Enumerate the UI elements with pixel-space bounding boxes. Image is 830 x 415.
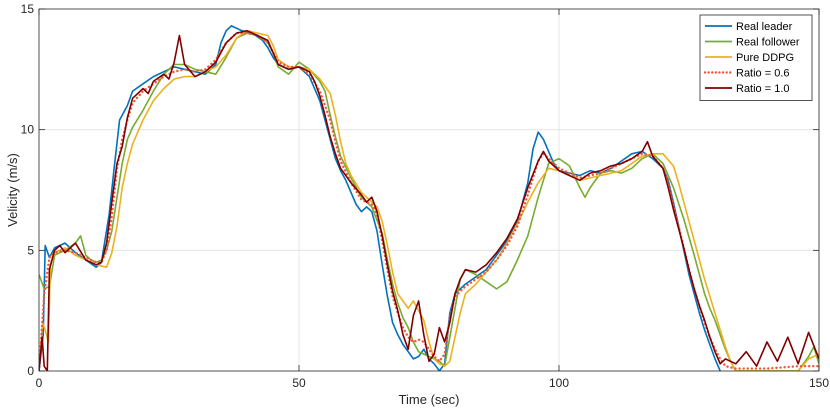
legend-entry-label: Pure DDPG	[736, 52, 794, 64]
y-tick-label: 15	[21, 2, 35, 16]
series-line-5	[39, 29, 819, 371]
legend-entry-label: Real follower	[736, 37, 800, 49]
legend: Real leader Real follower Pure DDPG Ratio =…	[699, 14, 813, 101]
legend-entry-label: Ratio = 1.0	[736, 83, 790, 95]
y-tick-label: 0	[27, 364, 34, 378]
y-axis-label: Velicity (m/s)	[5, 153, 20, 227]
x-tick-label: 50	[292, 376, 306, 390]
x-tick-label: 150	[809, 376, 829, 390]
y-tick-label: 5	[27, 243, 34, 257]
legend-entry-label: Real leader	[736, 21, 793, 33]
plot-frame	[38, 8, 820, 372]
series-line-3	[39, 29, 819, 371]
grid	[39, 9, 819, 371]
series-line-4	[39, 31, 819, 371]
series-group	[39, 25, 819, 371]
axis-ticks: 0 50 100 150 0 5 10 15	[21, 2, 830, 390]
legend-entry-label: Ratio = 0.6	[736, 68, 790, 80]
y-tick-label: 10	[21, 123, 35, 137]
x-axis-label: Time (sec)	[399, 392, 460, 407]
series-line-2	[39, 32, 819, 371]
x-tick-label: 0	[36, 376, 43, 390]
x-tick-label: 100	[549, 376, 569, 390]
